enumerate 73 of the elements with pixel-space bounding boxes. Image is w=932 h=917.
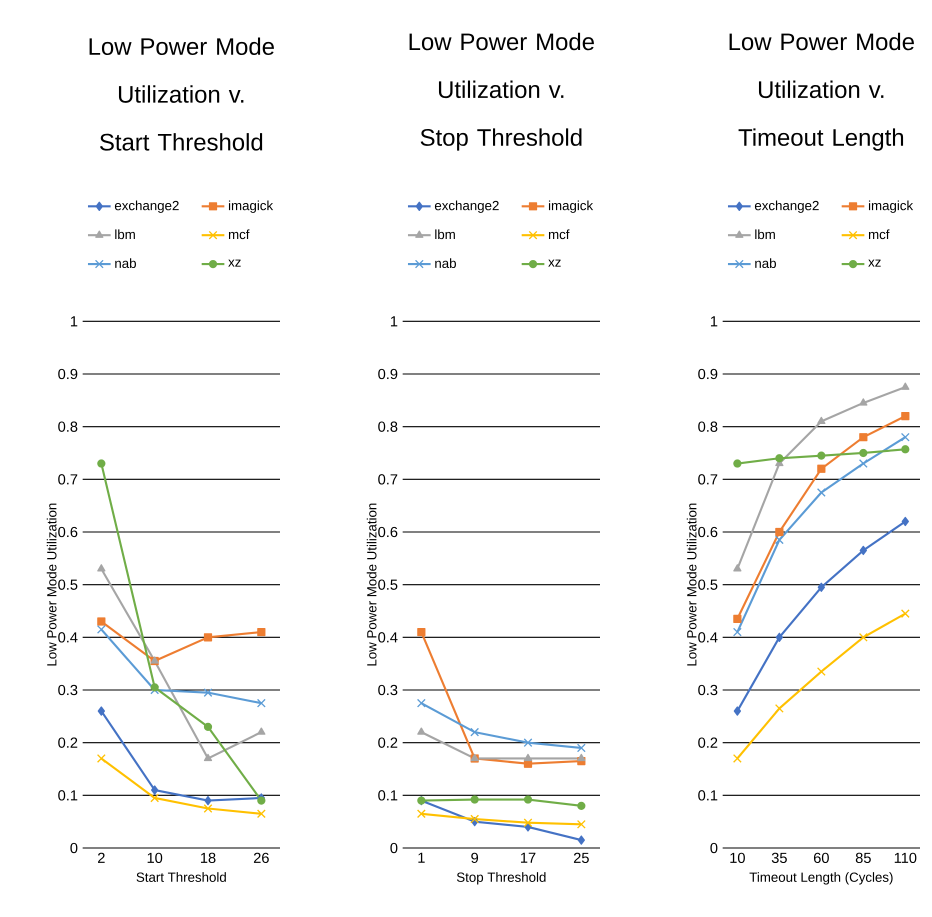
x-tick-label: 1 (418, 852, 425, 863)
y-tick-label: 1 (70, 316, 78, 326)
y-tick-label: 0.7 (378, 474, 398, 484)
x-tick-label: 18 (200, 852, 216, 863)
x-tick-label: 2 (98, 852, 105, 863)
y-axis-title: Low Power Mode Utilization (366, 503, 377, 666)
legend-label: mcf (868, 229, 890, 239)
x-tick-label: 85 (856, 852, 871, 863)
y-tick-label: 0.3 (58, 684, 78, 696)
chart-title: Low Power Mode Utilization v. Start Threshold (90, 37, 274, 150)
y-tick-label: 0.8 (698, 421, 718, 432)
legend-label: imagick (228, 200, 274, 213)
legend-label: xz (228, 259, 241, 266)
legend-label: imagick (548, 200, 594, 213)
x-tick-label: 35 (772, 852, 787, 863)
y-tick-label: 0.7 (698, 474, 718, 484)
y-tick-label: 0.1 (58, 790, 78, 800)
y-tick-label: 0.6 (698, 526, 718, 538)
legend-label: lbm (115, 229, 135, 239)
y-tick-label: 0.9 (378, 368, 398, 380)
x-tick-label: 25 (574, 852, 589, 863)
legend-label: xz (548, 259, 561, 266)
y-tick-label: 0.3 (698, 684, 718, 696)
y-tick-label: 0.1 (378, 790, 398, 800)
legend-label: nab (435, 258, 456, 268)
legend-label: exchange2 (754, 200, 819, 213)
y-tick-label: 0.1 (698, 790, 718, 800)
x-tick-label: 10 (148, 852, 162, 863)
y-tick-label: 0.4 (378, 632, 398, 642)
y-tick-label: 0.5 (698, 579, 718, 590)
x-tick-label: 17 (520, 852, 536, 863)
y-tick-label: 0.2 (698, 737, 718, 748)
x-axis-title: Stop Threshold (456, 872, 546, 884)
x-tick-label: 10 (730, 852, 745, 863)
y-tick-label: 0.5 (58, 579, 78, 590)
x-tick-label: 26 (254, 852, 269, 863)
legend-label: exchange2 (114, 200, 179, 213)
y-tick-label: 0.2 (58, 737, 78, 748)
y-tick-label: 0.4 (58, 632, 78, 642)
y-tick-label: 0.7 (58, 474, 78, 484)
y-axis-title: Low Power Mode Utilization (46, 503, 57, 666)
legend-label: mcf (228, 229, 250, 239)
x-axis-title: Timeout Length (Cycles) (750, 872, 893, 884)
x-tick-label: 110 (894, 852, 916, 863)
y-tick-label: 0.9 (698, 368, 718, 380)
y-tick-label: 0.6 (378, 526, 398, 538)
x-tick-label: 60 (814, 852, 829, 863)
legend-label: nab (755, 258, 776, 268)
y-tick-label: 0 (70, 842, 78, 854)
y-tick-label: 0.2 (378, 737, 398, 748)
y-tick-label: 0.8 (378, 421, 398, 432)
y-tick-label: 1 (390, 316, 398, 326)
x-tick-label: 9 (471, 852, 478, 863)
y-tick-label: 0.9 (58, 368, 78, 380)
chart-title: Low Power Mode Utilization v. Stop Threshold (410, 32, 594, 150)
y-tick-label: 0 (710, 842, 718, 854)
legend-label: xz (868, 259, 881, 266)
y-tick-label: 0.5 (378, 579, 398, 590)
legend-label: imagick (868, 200, 914, 213)
y-tick-label: 0 (390, 842, 398, 854)
y-tick-label: 0.8 (58, 421, 78, 432)
legend-label: exchange2 (434, 200, 499, 213)
legend-label: mcf (548, 229, 570, 239)
x-axis-title: Start Threshold (136, 872, 226, 882)
y-tick-label: 0.4 (698, 632, 718, 642)
legend-label: lbm (435, 229, 455, 239)
legend-label: lbm (755, 229, 775, 239)
y-tick-label: 0.3 (378, 684, 398, 696)
chart-title: Low Power Mode Utilization v. Timeout Length (730, 32, 914, 150)
y-axis-title: Low Power Mode Utilization (686, 503, 697, 666)
y-tick-label: 1 (710, 316, 718, 326)
y-tick-label: 0.6 (58, 526, 78, 538)
legend-label: nab (115, 258, 136, 268)
